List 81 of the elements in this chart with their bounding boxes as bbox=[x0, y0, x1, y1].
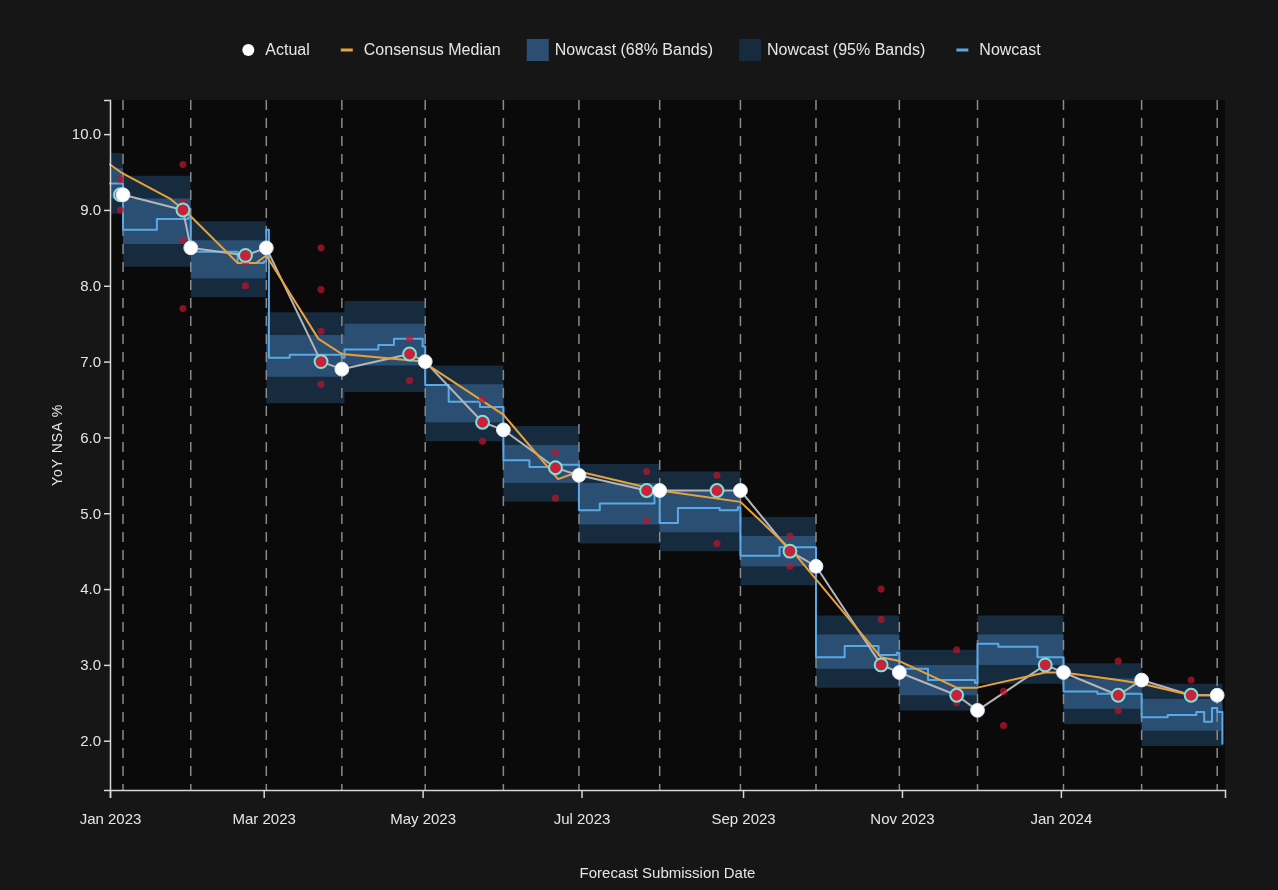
point bbox=[317, 244, 325, 252]
x-tick-label: May 2023 bbox=[390, 809, 457, 827]
y-tick-label: 7.0 bbox=[80, 352, 101, 370]
y-axis-title: YoY NSA % bbox=[49, 403, 65, 487]
point bbox=[877, 585, 885, 593]
point bbox=[241, 282, 250, 290]
x-tick-label: Sep 2023 bbox=[711, 809, 776, 827]
point bbox=[551, 494, 560, 502]
point bbox=[709, 483, 725, 498]
point bbox=[713, 471, 721, 479]
point bbox=[313, 354, 329, 370]
point bbox=[713, 540, 721, 548]
y-tick-label: 2.0 bbox=[80, 732, 101, 750]
point bbox=[406, 376, 414, 385]
point bbox=[643, 467, 651, 476]
point bbox=[258, 240, 274, 256]
point bbox=[417, 354, 433, 369]
y-tick-label: 10.0 bbox=[71, 125, 101, 143]
y-tick-label: 9.0 bbox=[80, 201, 101, 219]
point bbox=[786, 562, 794, 570]
point bbox=[970, 702, 985, 718]
point bbox=[238, 248, 253, 263]
point bbox=[1187, 676, 1195, 684]
y-tick-label: 5.0 bbox=[80, 504, 101, 522]
point bbox=[495, 422, 511, 438]
point bbox=[1110, 687, 1126, 703]
x-tick-label: Jan 2023 bbox=[79, 809, 142, 827]
y-tick-label: 6.0 bbox=[80, 428, 101, 446]
point bbox=[317, 327, 325, 335]
point bbox=[1183, 687, 1199, 703]
point bbox=[179, 236, 187, 244]
y-tick-label: 4.0 bbox=[80, 580, 101, 598]
point bbox=[786, 532, 794, 540]
point bbox=[643, 517, 651, 525]
point bbox=[1000, 721, 1008, 730]
point bbox=[402, 346, 418, 362]
point bbox=[639, 483, 655, 498]
x-tick-label: Jan 2024 bbox=[1030, 809, 1093, 827]
point bbox=[782, 543, 798, 559]
point bbox=[873, 657, 889, 673]
point bbox=[179, 304, 187, 313]
point bbox=[478, 395, 487, 404]
point bbox=[891, 665, 907, 680]
point bbox=[406, 335, 414, 343]
legend-label: Consensus Median bbox=[363, 41, 501, 58]
x-tick-label: Jul 2023 bbox=[553, 809, 611, 827]
point bbox=[1134, 672, 1150, 688]
y-tick-label: 3.0 bbox=[80, 656, 101, 674]
point bbox=[116, 176, 124, 184]
point bbox=[1000, 687, 1008, 695]
point bbox=[1209, 687, 1225, 703]
legend-label: Actual bbox=[265, 41, 310, 58]
y-tick-label: 8.0 bbox=[80, 277, 101, 295]
legend-label: Nowcast (95% Bands) bbox=[767, 41, 926, 58]
point bbox=[571, 467, 587, 483]
point bbox=[1056, 665, 1071, 680]
legend-label: Nowcast bbox=[979, 41, 1042, 58]
point bbox=[877, 615, 885, 623]
x-axis-title: Forecast Submission Date bbox=[579, 864, 756, 881]
point bbox=[179, 160, 187, 169]
point bbox=[478, 437, 487, 445]
point bbox=[551, 449, 560, 457]
point bbox=[317, 286, 325, 294]
point bbox=[317, 380, 325, 388]
point bbox=[175, 202, 191, 218]
x-tick-label: Mar 2023 bbox=[232, 809, 296, 827]
point bbox=[733, 483, 748, 498]
point bbox=[953, 646, 961, 654]
point bbox=[1114, 706, 1122, 714]
point bbox=[652, 483, 668, 498]
x-tick-label: Nov 2023 bbox=[870, 809, 935, 827]
point bbox=[334, 361, 350, 377]
point bbox=[475, 414, 490, 430]
point bbox=[1114, 657, 1122, 665]
point bbox=[1037, 657, 1053, 673]
legend-label: Nowcast (68% Bands) bbox=[554, 41, 714, 58]
point bbox=[949, 687, 965, 703]
point bbox=[116, 206, 124, 214]
point bbox=[183, 240, 199, 256]
point bbox=[808, 558, 824, 574]
point bbox=[548, 460, 563, 476]
